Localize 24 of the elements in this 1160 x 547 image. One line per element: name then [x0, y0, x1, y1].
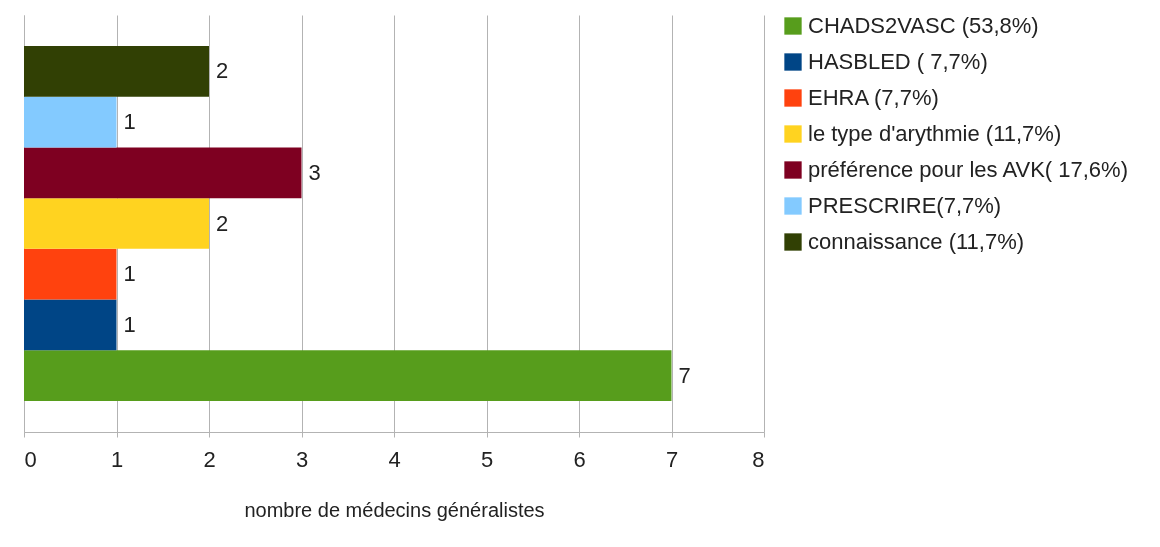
x-tick-label: 1: [110, 446, 124, 472]
x-tick-label: 3: [295, 446, 309, 472]
data-label: 1: [123, 311, 136, 337]
x-axis-title: nombre de médecins généralistes: [244, 498, 545, 521]
data-label: 2: [216, 210, 229, 236]
legend-label: CHADS2VASC (53,8%): [808, 13, 1039, 38]
data-label: 1: [123, 261, 136, 287]
x-tick-label: 2: [203, 446, 216, 472]
legend-label: PRESCRIRE(7,7%): [808, 193, 1002, 218]
x-tick-label: 4: [388, 446, 401, 472]
x-tick-label: 7: [665, 446, 679, 472]
x-tick-label: 5: [480, 446, 494, 472]
legend-label: HASBLED ( 7,7%): [808, 49, 988, 74]
data-label: 1: [123, 109, 136, 135]
data-label: 2: [216, 58, 229, 84]
legend-label: préférence pour les AVK( 17,6%): [808, 157, 1128, 182]
legend-label: connaissance (11,7%): [808, 229, 1025, 254]
x-tick-label: 6: [573, 446, 586, 472]
x-tick-label: 0: [24, 446, 37, 472]
x-tick-label: 8: [752, 446, 765, 472]
data-label: 7: [678, 362, 691, 388]
legend-label: EHRA (7,7%): [808, 85, 939, 110]
legend-label: le type d'arythmie (11,7%): [808, 121, 1062, 146]
data-label: 3: [308, 159, 321, 185]
